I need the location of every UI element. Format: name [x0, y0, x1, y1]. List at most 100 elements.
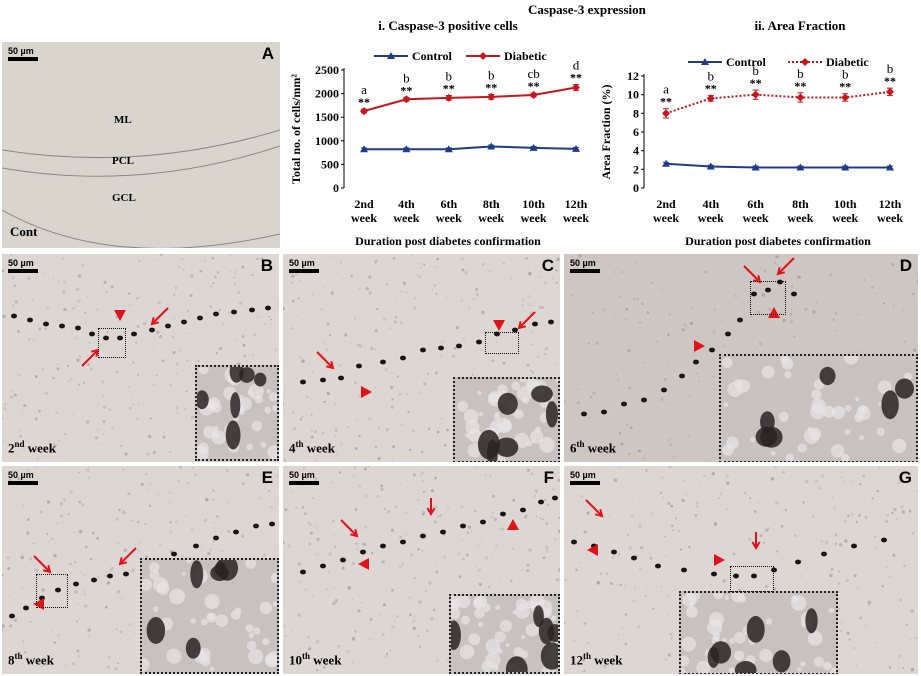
tissue-speckle [82, 573, 87, 578]
tissue-speckle [31, 449, 35, 453]
tissue-speckle [712, 375, 715, 378]
tissue-speckle [498, 581, 501, 583]
tissue-speckle [16, 374, 20, 377]
tissue-speckle [87, 633, 91, 638]
tissue-speckle [697, 366, 699, 368]
tissue-speckle [252, 354, 254, 356]
tissue-speckle [394, 505, 398, 509]
tissue-speckle [669, 443, 672, 446]
tissue-speckle [120, 597, 124, 601]
red-arrow-icon [743, 265, 761, 283]
inset-background [246, 443, 254, 451]
tissue-speckle [775, 550, 779, 553]
tissue-speckle [789, 312, 793, 316]
tissue-speckle [322, 666, 326, 669]
tissue-speckle [321, 432, 324, 435]
chart-title: i. Caspase-3 positive cells [378, 18, 517, 33]
tissue-speckle [304, 588, 307, 592]
tissue-speckle [790, 319, 793, 323]
stained-cell [320, 377, 326, 383]
tissue-speckle [445, 297, 448, 300]
tissue-speckle [453, 346, 457, 350]
tissue-speckle [262, 554, 266, 557]
stained-cell [661, 387, 667, 393]
tissue-speckle [256, 315, 260, 319]
panel-c-letter: C [541, 256, 554, 275]
tissue-speckle [145, 473, 148, 476]
tissue-speckle [171, 254, 175, 257]
tissue-speckle [423, 263, 426, 266]
tissue-speckle [234, 270, 237, 272]
tissue-speckle [368, 291, 372, 295]
data-point-diabetic [796, 93, 805, 102]
scale-bar: 50 µm [289, 258, 319, 273]
red-arrow-head [426, 507, 436, 516]
inset-background [731, 593, 745, 603]
tissue-speckle [7, 567, 11, 570]
tissue-speckle [354, 317, 356, 320]
tissue-speckle [103, 280, 107, 285]
tissue-speckle [914, 637, 918, 640]
tissue-speckle [554, 538, 556, 541]
tissue-speckle [352, 474, 355, 477]
tissue-speckle [212, 498, 215, 501]
inset-background [736, 379, 750, 393]
tissue-speckle [834, 311, 838, 315]
data-point-diabetic [662, 109, 670, 118]
inset-background [734, 650, 745, 661]
inset-stained-cell [254, 372, 267, 387]
series-line-diabetic [665, 90, 891, 115]
inset-stained-cell [216, 560, 239, 581]
tissue-speckle [305, 395, 309, 399]
tissue-speckle [53, 641, 57, 644]
x-tick-label: 2nd week [653, 197, 679, 225]
scale-bar: 50 µm [570, 470, 600, 485]
tissue-speckle [733, 293, 738, 298]
tissue-speckle [642, 456, 646, 460]
tissue-speckle [22, 640, 25, 643]
tissue-speckle [812, 310, 816, 314]
significance-stars: ** [485, 81, 497, 95]
tissue-speckle [724, 578, 729, 582]
tissue-speckle [686, 326, 690, 330]
tissue-speckle [404, 511, 408, 515]
inset-stained-cell [805, 608, 818, 634]
tissue-speckle [396, 615, 399, 617]
tissue-speckle [757, 311, 760, 314]
significance-letter: b [488, 68, 495, 83]
tissue-speckle [481, 310, 485, 315]
data-point-diabetic [751, 90, 760, 99]
tissue-speckle [853, 574, 857, 578]
inset-background [266, 651, 277, 667]
tissue-speckle [689, 394, 692, 398]
stained-cell [709, 347, 715, 353]
tissue-speckle [791, 270, 793, 272]
tissue-speckle [185, 390, 188, 393]
tissue-speckle [295, 660, 298, 662]
tissue-speckle [782, 471, 785, 474]
tissue-speckle [434, 505, 438, 508]
tissue-speckle [627, 348, 631, 353]
tissue-speckle [136, 324, 140, 329]
tissue-speckle [472, 298, 475, 301]
tissue-speckle [230, 270, 232, 272]
inset-background [208, 397, 221, 410]
inset-background [520, 650, 529, 658]
tissue-speckle [596, 300, 599, 304]
inset-background [186, 560, 192, 563]
stained-cell [655, 563, 661, 569]
tissue-speckle [643, 306, 646, 310]
tissue-speckle [687, 295, 691, 298]
tissue-speckle [420, 450, 424, 454]
panel-g: 50 µm G 12th week [564, 466, 918, 674]
x-tick-label: 8th week [478, 197, 504, 225]
tissue-speckle [332, 533, 336, 537]
tissue-speckle [162, 435, 166, 439]
tissue-speckle [846, 598, 850, 602]
inset-cells [721, 356, 914, 461]
tissue-speckle [134, 343, 137, 346]
inset-background [268, 392, 277, 402]
tissue-speckle [629, 426, 633, 430]
stained-cell [571, 539, 577, 545]
tissue-speckle [95, 436, 99, 440]
